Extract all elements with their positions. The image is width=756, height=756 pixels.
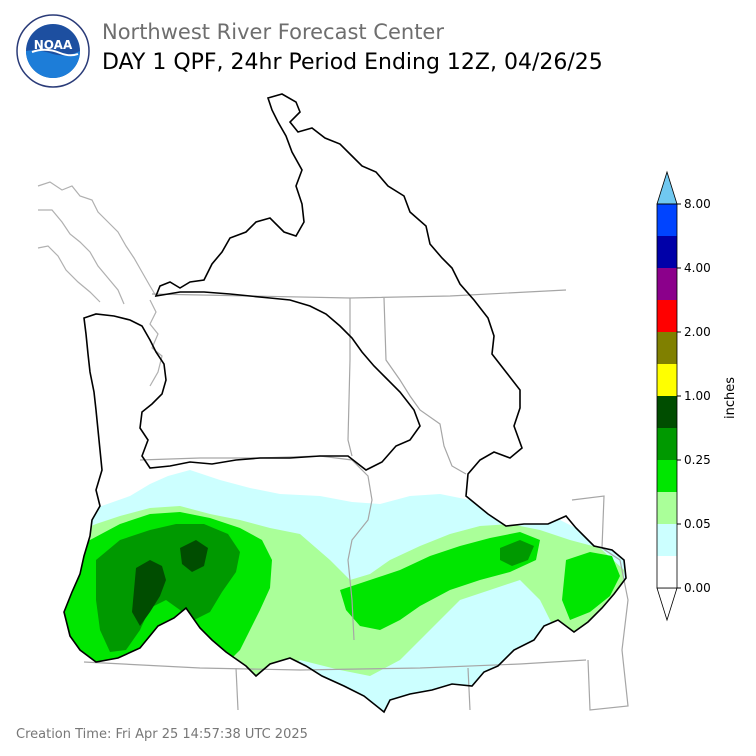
legend-bin (657, 204, 677, 236)
legend-bin (657, 460, 677, 492)
legend-bin (657, 236, 677, 268)
legend-tick-label: 0.25 (684, 453, 711, 467)
legend-bin (657, 364, 677, 396)
creation-time: Creation Time: Fri Apr 25 14:57:38 UTC 2… (16, 727, 308, 742)
legend-bin-above (656, 170, 678, 205)
organization-title: Northwest River Forecast Center (102, 20, 444, 44)
legend-bin (657, 268, 677, 300)
legend-tick-label: 0.05 (684, 517, 711, 531)
coastline (37, 181, 163, 387)
legend-tick-label: 8.00 (684, 197, 711, 211)
legend-bin-below (656, 587, 678, 622)
product-title: DAY 1 QPF, 24hr Period Ending 12Z, 04/26… (102, 50, 603, 75)
state-boundaries (83, 289, 629, 711)
legend-bin (657, 332, 677, 364)
precip-area-darkgreen (132, 540, 208, 626)
legend-tick-label: 2.00 (684, 325, 711, 339)
legend-tick-label: 0.00 (684, 581, 711, 595)
legend-bin (657, 492, 677, 524)
legend-tick-label: 4.00 (684, 261, 711, 275)
legend-bin (657, 556, 677, 588)
legend-unit-label: inches (723, 377, 738, 419)
precipitation-legend: 0.00 0.05 0.25 1.00 2.00 4.00 8.00 inches (656, 170, 738, 622)
noaa-logo-text: NOAA (34, 38, 73, 52)
legend-bin (657, 300, 677, 332)
legend-bin (657, 428, 677, 460)
legend-bin (657, 524, 677, 556)
legend-bin (657, 396, 677, 428)
precipitation-field (64, 470, 626, 712)
legend-tick-label: 1.00 (684, 389, 711, 403)
noaa-logo: NOAA (16, 14, 90, 88)
